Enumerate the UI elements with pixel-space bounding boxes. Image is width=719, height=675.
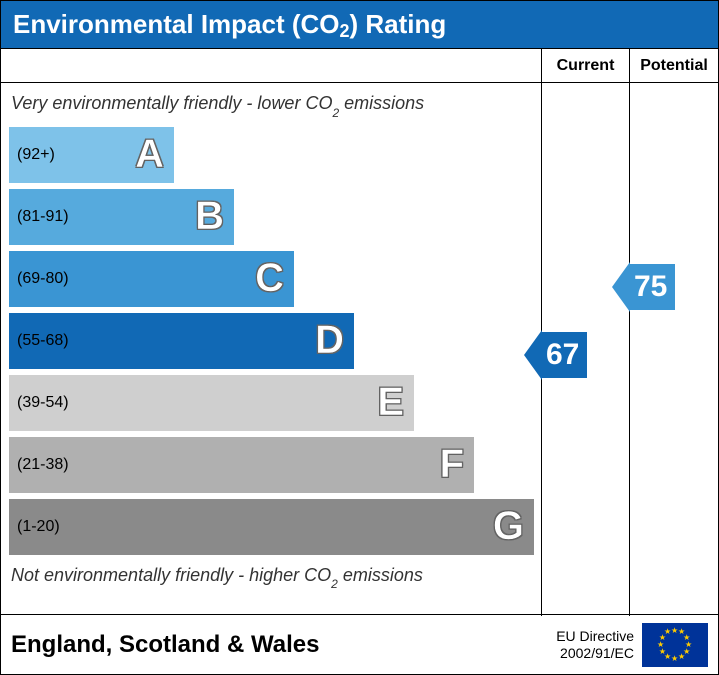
footer-directive: EU Directive 2002/91/EC bbox=[556, 628, 634, 662]
band-range: (81-91) bbox=[17, 208, 69, 226]
band-b: (81-91) B bbox=[9, 189, 234, 245]
body-row: Very environmentally friendly - lower CO… bbox=[1, 83, 718, 616]
arrow-tip-icon bbox=[524, 330, 542, 380]
caption-bottom: Not environmentally friendly - higher CO… bbox=[1, 561, 541, 593]
band-letter: A bbox=[135, 132, 164, 177]
caption-top: Very environmentally friendly - lower CO… bbox=[1, 89, 541, 121]
band-range: (69-80) bbox=[17, 270, 69, 288]
band-d: (55-68) D bbox=[9, 313, 354, 369]
title-text: Environmental Impact (CO2) Rating bbox=[13, 9, 446, 39]
footer-region: England, Scotland & Wales bbox=[11, 631, 556, 659]
rating-table: Current Potential Very environmentally f… bbox=[1, 48, 718, 616]
band-letter: E bbox=[377, 380, 404, 425]
arrow-value: 75 bbox=[630, 262, 677, 312]
band-range: (92+) bbox=[17, 146, 55, 164]
band-letter: G bbox=[493, 504, 524, 549]
eu-flag-icon: ★★★★★★★★★★★★ bbox=[642, 623, 708, 667]
header-potential: Potential bbox=[629, 49, 718, 82]
potential-rating-arrow: 75 bbox=[612, 262, 677, 312]
eu-star-icon: ★ bbox=[664, 627, 671, 636]
bands-container: (92+) A (81-91) B (69-80) C (55-68) D (39-54) E (2… bbox=[1, 127, 541, 555]
current-cell: 67 bbox=[541, 83, 629, 616]
band-letter: C bbox=[255, 256, 284, 301]
band-range: (1-20) bbox=[17, 518, 60, 536]
header-row: Current Potential bbox=[1, 49, 718, 83]
band-a: (92+) A bbox=[9, 127, 174, 183]
header-current: Current bbox=[541, 49, 629, 82]
band-range: (21-38) bbox=[17, 456, 69, 474]
eu-star-icon: ★ bbox=[671, 654, 678, 663]
band-range: (55-68) bbox=[17, 332, 69, 350]
directive-line1: EU Directive bbox=[556, 628, 634, 645]
directive-line2: 2002/91/EC bbox=[556, 645, 634, 662]
band-f: (21-38) F bbox=[9, 437, 474, 493]
band-letter: D bbox=[315, 318, 344, 363]
band-c: (69-80) C bbox=[9, 251, 294, 307]
band-letter: F bbox=[440, 442, 464, 487]
epc-environmental-impact-chart: Environmental Impact (CO2) Rating Curren… bbox=[0, 0, 719, 675]
bands-cell: Very environmentally friendly - lower CO… bbox=[1, 83, 541, 616]
band-range: (39-54) bbox=[17, 394, 69, 412]
band-g: (1-20) G bbox=[9, 499, 534, 555]
eu-star-icon: ★ bbox=[678, 652, 685, 661]
arrow-value: 67 bbox=[542, 330, 589, 380]
band-e: (39-54) E bbox=[9, 375, 414, 431]
current-rating-arrow: 67 bbox=[524, 330, 589, 380]
footer: England, Scotland & Wales EU Directive 2… bbox=[1, 614, 718, 674]
arrow-tip-icon bbox=[612, 262, 630, 312]
header-blank bbox=[1, 49, 541, 82]
potential-cell: 75 bbox=[629, 83, 718, 616]
title-bar: Environmental Impact (CO2) Rating bbox=[1, 1, 718, 48]
band-letter: B bbox=[195, 194, 224, 239]
